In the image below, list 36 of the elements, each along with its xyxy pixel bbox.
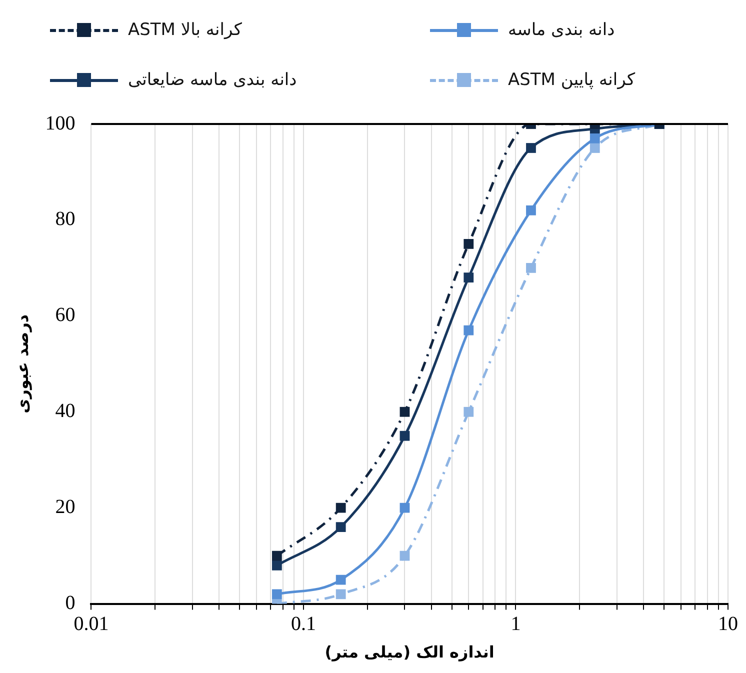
point xyxy=(526,143,536,153)
point xyxy=(526,262,536,273)
legend-label: کرانه پایین ASTM xyxy=(508,70,636,90)
y-tick-label: 80 xyxy=(55,208,76,230)
x-axis-title: اندازه الک (میلی متر) xyxy=(324,642,494,662)
point xyxy=(400,406,410,417)
point xyxy=(400,550,410,561)
point xyxy=(464,406,474,417)
point xyxy=(590,143,600,153)
point xyxy=(336,589,346,600)
legend-label: دانه بندی ماسه ضایعاتی xyxy=(128,70,297,90)
point xyxy=(336,502,346,513)
point xyxy=(336,574,346,585)
point xyxy=(590,133,600,144)
point xyxy=(272,589,282,600)
point xyxy=(464,272,474,282)
x-tick-label: 0.1 xyxy=(290,613,316,636)
legend-label: دانه بندی ماسه xyxy=(508,20,615,40)
point xyxy=(272,560,282,570)
point xyxy=(400,502,410,513)
y-tick-label: 60 xyxy=(55,304,76,326)
x-tick-label: 10 xyxy=(718,613,738,636)
point xyxy=(400,430,410,441)
y-tick-label: 0 xyxy=(65,592,76,614)
y-tick-label: 40 xyxy=(55,400,76,422)
point xyxy=(526,205,536,216)
y-tick-label: 20 xyxy=(55,496,76,518)
point xyxy=(272,550,282,561)
point xyxy=(464,325,474,336)
point xyxy=(464,239,474,249)
y-tick-label: 100 xyxy=(45,112,76,134)
point xyxy=(336,522,346,532)
x-tick-label: 1 xyxy=(510,613,521,636)
y-axis-title: درصد عبوری xyxy=(12,314,32,414)
x-tick-label: 0.01 xyxy=(74,613,109,636)
legend-label: کرانه بالا ASTM xyxy=(128,20,242,40)
